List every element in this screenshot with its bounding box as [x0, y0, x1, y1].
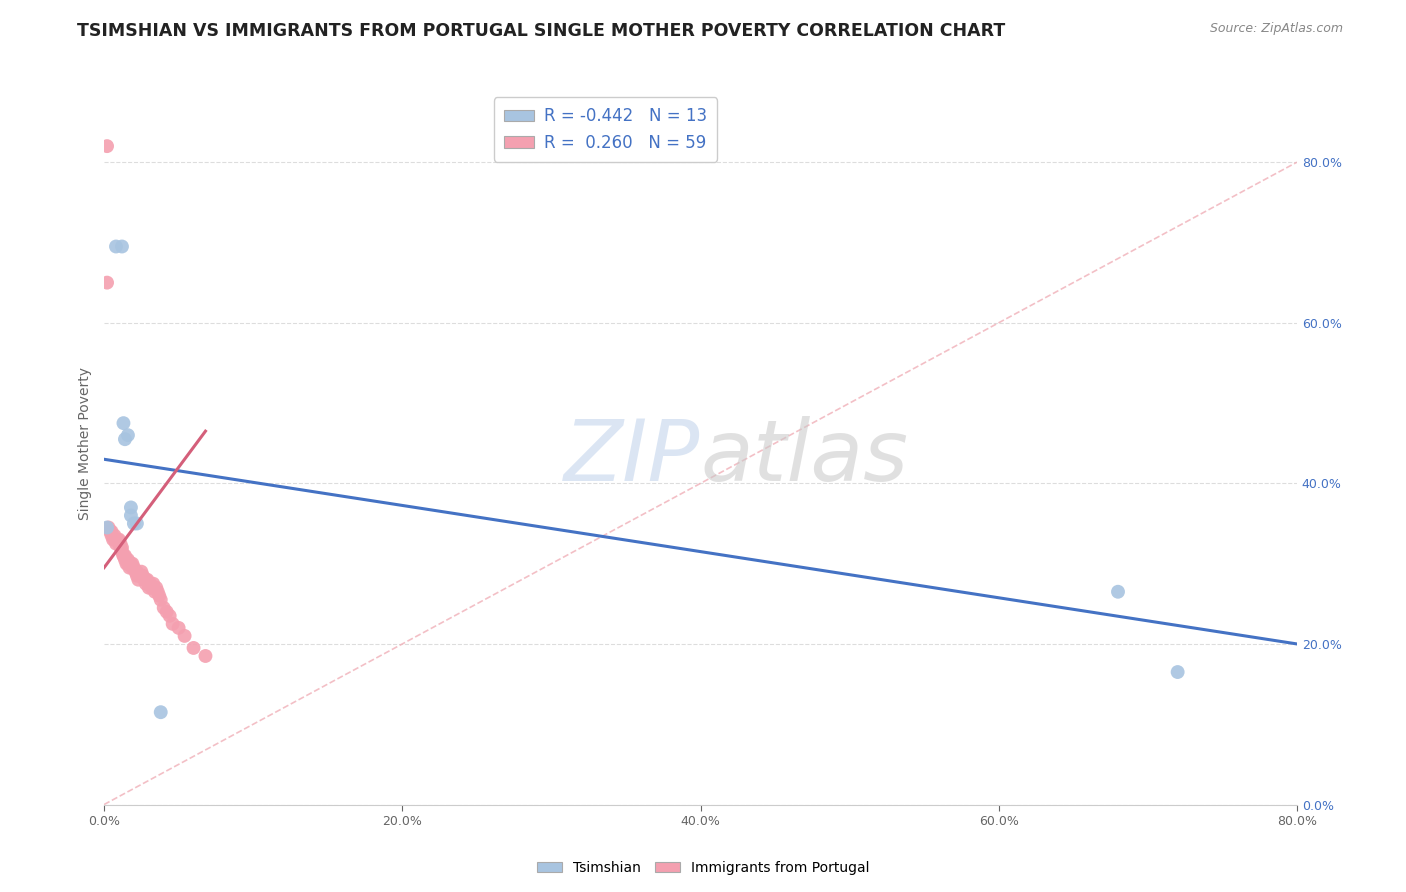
Point	[156, 605, 179, 619]
Point	[120, 508, 142, 523]
Point	[98, 524, 121, 539]
Point	[112, 549, 135, 563]
Point	[131, 565, 153, 579]
Point	[117, 552, 139, 566]
Point	[114, 552, 136, 566]
Point	[114, 432, 136, 446]
Point	[96, 276, 118, 290]
Text: Source: ZipAtlas.com: Source: ZipAtlas.com	[1209, 22, 1343, 36]
Point	[110, 541, 132, 555]
Point	[143, 584, 166, 599]
Point	[1107, 584, 1129, 599]
Point	[173, 629, 195, 643]
Point	[146, 584, 169, 599]
Point	[122, 516, 145, 531]
Point	[115, 552, 138, 566]
Point	[111, 544, 134, 558]
Point	[194, 648, 217, 663]
Point	[115, 557, 138, 571]
Point	[96, 520, 118, 534]
Point	[120, 500, 142, 515]
Point	[101, 533, 124, 547]
Point	[110, 536, 132, 550]
Point	[103, 528, 125, 542]
Point	[121, 557, 143, 571]
Point	[128, 568, 150, 582]
Point	[183, 640, 205, 655]
Point	[107, 533, 129, 547]
Point	[125, 568, 148, 582]
Point	[132, 568, 155, 582]
Point	[122, 560, 145, 574]
Point	[105, 536, 128, 550]
Point	[125, 565, 148, 579]
Point	[145, 581, 167, 595]
Point	[139, 576, 162, 591]
Point	[121, 560, 143, 574]
Point	[148, 589, 170, 603]
Point	[135, 573, 157, 587]
Point	[111, 239, 134, 253]
Point	[120, 557, 142, 571]
Point	[134, 573, 156, 587]
Point	[159, 608, 181, 623]
Point	[100, 528, 122, 542]
Point	[108, 536, 131, 550]
Point	[117, 428, 139, 442]
Point	[96, 139, 118, 153]
Point	[105, 239, 128, 253]
Point	[97, 520, 120, 534]
Point	[1167, 665, 1189, 679]
Point	[136, 573, 159, 587]
Point	[111, 541, 134, 555]
Point	[167, 621, 190, 635]
Legend: Tsimshian, Immigrants from Portugal: Tsimshian, Immigrants from Portugal	[531, 855, 875, 880]
Point	[124, 565, 146, 579]
Text: TSIMSHIAN VS IMMIGRANTS FROM PORTUGAL SINGLE MOTHER POVERTY CORRELATION CHART: TSIMSHIAN VS IMMIGRANTS FROM PORTUGAL SI…	[77, 22, 1005, 40]
Point	[100, 524, 122, 539]
Point	[149, 705, 172, 719]
Point	[149, 592, 172, 607]
Point	[117, 557, 139, 571]
Point	[131, 568, 153, 582]
Text: ZIP: ZIP	[564, 417, 700, 500]
Point	[118, 560, 141, 574]
Point	[103, 533, 125, 547]
Text: atlas: atlas	[700, 417, 908, 500]
Point	[125, 516, 148, 531]
Point	[127, 573, 149, 587]
Point	[142, 576, 165, 591]
Point	[114, 549, 136, 563]
Y-axis label: Single Mother Poverty: Single Mother Poverty	[79, 367, 93, 520]
Point	[112, 416, 135, 430]
Point	[108, 533, 131, 547]
Point	[141, 581, 163, 595]
Point	[112, 549, 135, 563]
Legend: R = -0.442   N = 13, R =  0.260   N = 59: R = -0.442 N = 13, R = 0.260 N = 59	[494, 97, 717, 161]
Point	[152, 600, 174, 615]
Point	[135, 576, 157, 591]
Point	[162, 616, 184, 631]
Point	[138, 581, 160, 595]
